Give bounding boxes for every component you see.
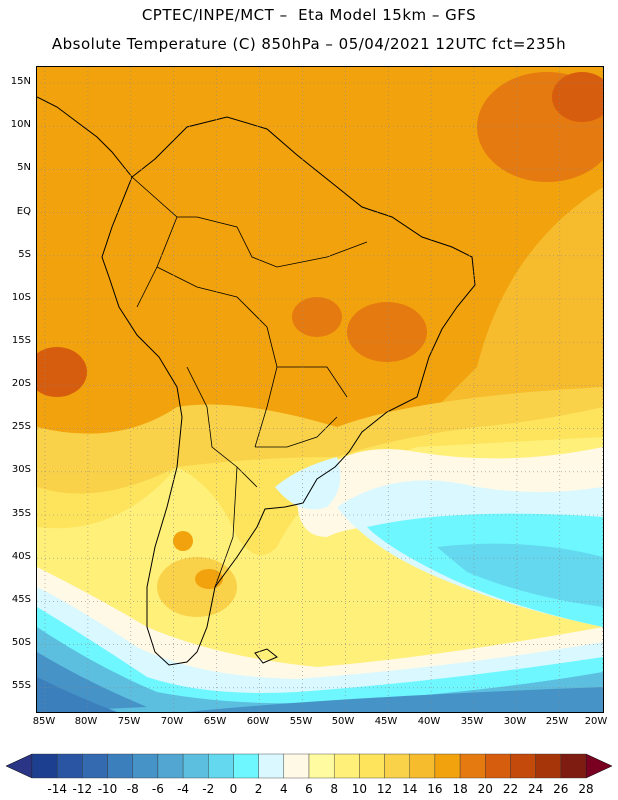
colorbar-label: 16	[427, 782, 443, 796]
lon-label-35w: 35W	[460, 716, 484, 727]
colorbar-label: 20	[477, 782, 493, 796]
colorbar-label: 26	[553, 782, 569, 796]
lon-label-75w: 75W	[117, 716, 141, 727]
country-borders	[131, 176, 368, 588]
colorbar-label: 14	[402, 782, 418, 796]
colorbar-box	[233, 753, 259, 779]
lat-label-20s: 20S	[11, 378, 31, 389]
colorbar-box	[384, 753, 410, 779]
lat-label-10n: 10N	[10, 119, 31, 130]
colorbar-label: 6	[305, 782, 313, 796]
colorbar-label: 22	[502, 782, 519, 796]
hot-cell-ne	[552, 72, 603, 122]
colorbar-boxes	[31, 753, 587, 779]
colorbar-box	[82, 753, 108, 779]
colorbar-box	[107, 753, 133, 779]
cold-uruguay	[275, 457, 341, 510]
hot-andes	[173, 531, 193, 551]
lat-label-45s: 45S	[11, 594, 31, 605]
colorbar	[5, 753, 613, 779]
colorbar-label: -2	[202, 782, 215, 796]
colorbar-box	[359, 753, 385, 779]
colorbar-box	[510, 753, 536, 779]
lat-label-5s: 5S	[18, 249, 31, 260]
field-north	[37, 67, 603, 187]
colorbar-box	[434, 753, 461, 779]
colorbar-label: -12	[72, 782, 93, 796]
colorbar-label: 24	[527, 782, 544, 796]
warm-cell-brazil	[347, 302, 427, 362]
colorbar-label: 2	[254, 782, 263, 796]
lon-label-20w: 20W	[584, 716, 608, 727]
colorbar-box	[535, 753, 562, 779]
colorbar-label: -6	[151, 782, 164, 796]
colorbar-label: -10	[97, 782, 118, 796]
colorbar-box	[333, 753, 360, 779]
colorbar-high-arrow	[585, 753, 613, 779]
warm-cell-pacific	[37, 347, 87, 397]
lon-label-55w: 55W	[289, 716, 313, 727]
coastline-south-america	[101, 116, 476, 666]
warm-patagonia	[157, 557, 237, 617]
colorbar-box	[560, 753, 587, 779]
title-line-1: CPTEC/INPE/MCT – Eta Model 15km – GFS	[141, 6, 477, 24]
lat-label-25s: 25S	[11, 421, 31, 432]
colorbar-label: 28	[578, 782, 594, 796]
band-south-m6b	[187, 687, 603, 712]
lat-label-35s: 35S	[11, 508, 31, 519]
lon-label-85w: 85W	[32, 716, 56, 727]
colorbar-label: 4	[279, 782, 288, 796]
band-south-m8	[37, 677, 117, 712]
colorbar-box	[132, 753, 159, 779]
lon-label-70w: 70W	[160, 716, 184, 727]
map-canvas	[37, 67, 603, 712]
colorbar-label: -8	[126, 782, 139, 796]
colorbar-box	[56, 753, 83, 779]
colorbar-label: -14	[47, 782, 67, 796]
lat-label-30s: 30S	[11, 464, 31, 475]
coastline-central-america	[37, 96, 133, 178]
warm-cell-central	[292, 297, 342, 337]
colorbar-box	[308, 753, 335, 779]
colorbar-box	[485, 753, 511, 779]
colorbar-box	[157, 753, 184, 779]
colorbar-box	[31, 753, 58, 779]
colorbar-label: 10	[351, 782, 367, 796]
lon-label-25w: 25W	[545, 716, 569, 727]
colorbar-low-arrow	[5, 753, 33, 779]
hot-patagonia	[195, 569, 223, 589]
colorbar-box	[208, 753, 234, 779]
lon-label-60w: 60W	[246, 716, 270, 727]
lon-label-45w: 45W	[374, 716, 398, 727]
colorbar-box	[182, 753, 209, 779]
colorbar-box	[258, 753, 285, 779]
colorbar-label: -4	[177, 782, 190, 796]
colorbar-label: 18	[452, 782, 468, 796]
lon-label-40w: 40W	[417, 716, 441, 727]
lon-label-30w: 30W	[503, 716, 527, 727]
band-south-2	[37, 607, 603, 712]
colorbar-box	[409, 753, 436, 779]
lat-label-5n: 5N	[17, 162, 31, 173]
lat-label-55s: 55S	[11, 680, 31, 691]
title-line-2: Absolute Temperature (C) 850hPa – 05/04/…	[51, 35, 567, 53]
falkland-islands	[254, 648, 278, 664]
colorbar-box	[283, 753, 310, 779]
lat-label-40s: 40S	[11, 551, 31, 562]
lat-label-15n: 15N	[10, 76, 31, 87]
lat-label-15s: 15S	[11, 335, 31, 346]
lon-label-50w: 50W	[331, 716, 355, 727]
temperature-map	[36, 66, 604, 713]
lat-label-10s: 10S	[11, 292, 31, 303]
field-atlantic	[417, 187, 603, 427]
colorbar-label: 12	[376, 782, 393, 796]
colorbar-label: 0	[229, 782, 238, 796]
lon-label-65w: 65W	[203, 716, 227, 727]
colorbar-box	[459, 753, 486, 779]
lat-label-eq: EQ	[16, 206, 31, 217]
colorbar-label: 8	[330, 782, 338, 796]
lat-label-50s: 50S	[11, 637, 31, 648]
band-0	[437, 543, 603, 607]
lon-label-80w: 80W	[74, 716, 98, 727]
